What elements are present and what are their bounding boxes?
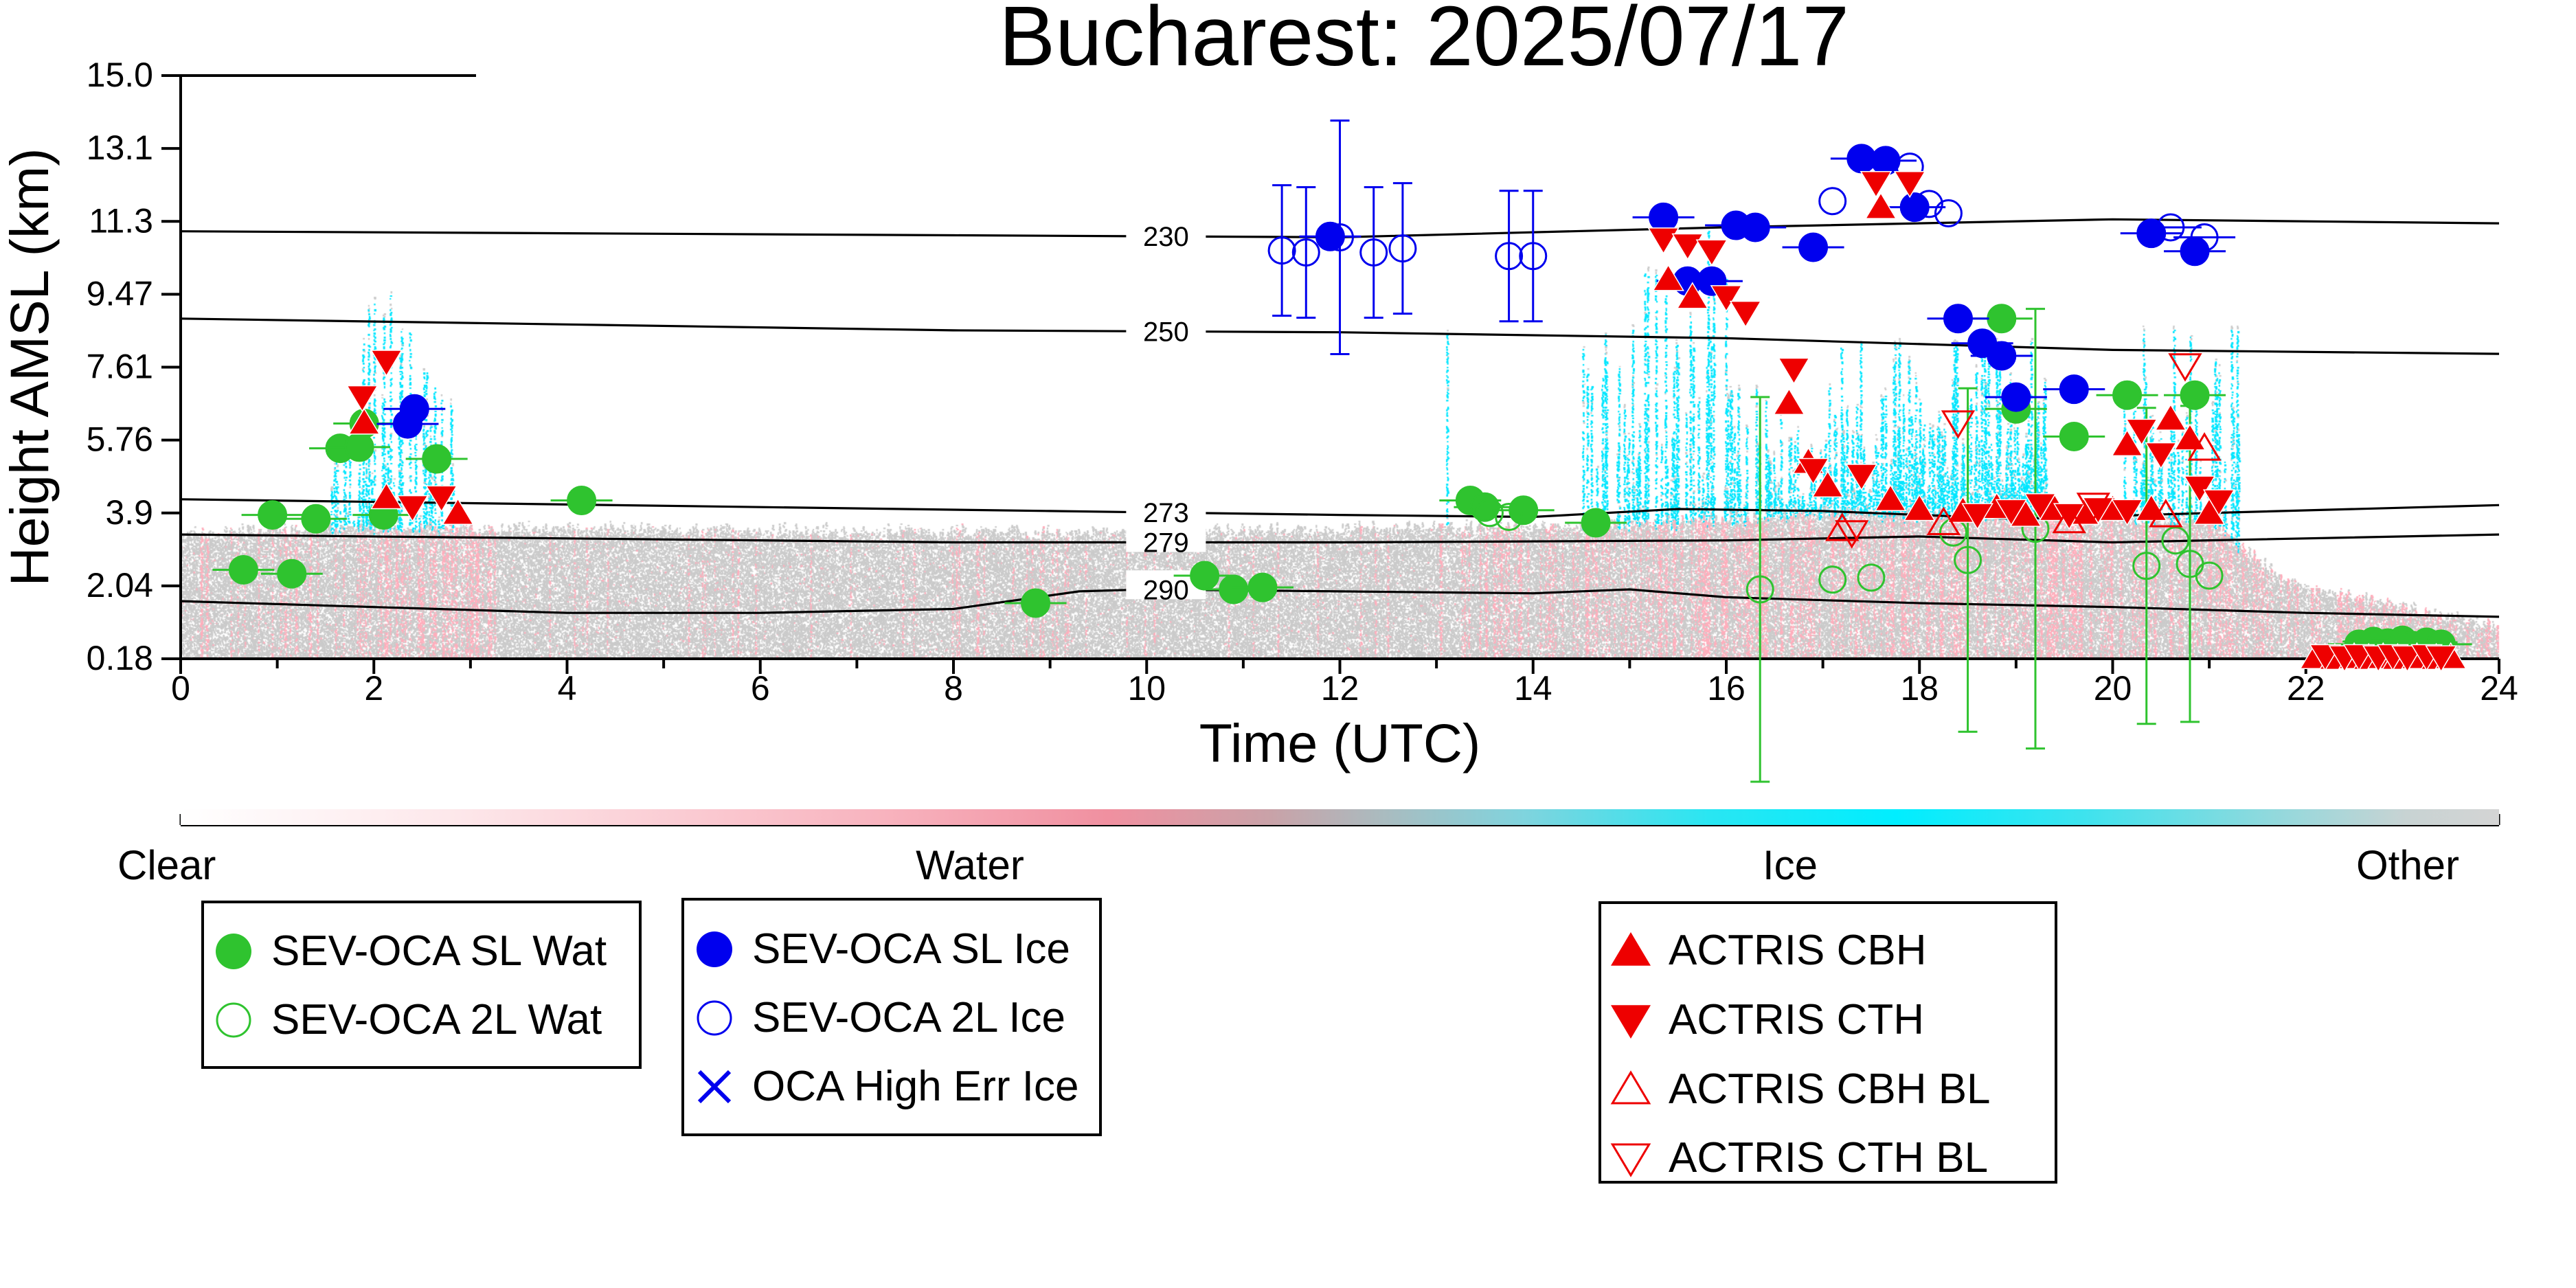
svg-text:11.3: 11.3 — [89, 201, 153, 240]
svg-text:6: 6 — [751, 669, 770, 708]
svg-text:9.47: 9.47 — [87, 274, 153, 313]
svg-text:ACTRIS CBH: ACTRIS CBH — [1669, 927, 1926, 974]
svg-text:Height AMSL (km): Height AMSL (km) — [0, 148, 60, 586]
svg-text:ACTRIS CTH: ACTRIS CTH — [1669, 996, 1924, 1043]
svg-text:SEV-OCA SL Wat: SEV-OCA SL Wat — [271, 927, 607, 975]
svg-text:24: 24 — [2480, 669, 2518, 708]
svg-text:7.61: 7.61 — [87, 348, 153, 386]
svg-text:2.04: 2.04 — [87, 566, 153, 605]
svg-text:0: 0 — [171, 669, 190, 708]
svg-text:8: 8 — [944, 669, 963, 708]
svg-text:Other: Other — [2356, 842, 2459, 888]
svg-text:ACTRIS CBH BL: ACTRIS CBH BL — [1669, 1065, 1991, 1113]
svg-text:20: 20 — [2094, 669, 2132, 708]
svg-text:SEV-OCA 2L Ice: SEV-OCA 2L Ice — [752, 994, 1065, 1041]
svg-text:279: 279 — [1143, 528, 1189, 558]
svg-text:10: 10 — [1127, 669, 1166, 708]
svg-text:14: 14 — [1514, 669, 1552, 708]
svg-text:12: 12 — [1321, 669, 1359, 708]
svg-text:ACTRIS CTH BL: ACTRIS CTH BL — [1669, 1134, 1988, 1182]
svg-text:18: 18 — [1900, 669, 1939, 708]
svg-text:22: 22 — [2287, 669, 2325, 708]
svg-text:16: 16 — [1707, 669, 1745, 708]
svg-text:Clear: Clear — [117, 842, 216, 888]
svg-text:Ice: Ice — [1763, 842, 1818, 888]
svg-text:230: 230 — [1143, 222, 1189, 252]
svg-text:5.76: 5.76 — [87, 420, 153, 459]
svg-text:Water: Water — [916, 842, 1024, 888]
svg-text:290: 290 — [1143, 575, 1189, 605]
svg-text:4: 4 — [558, 669, 577, 708]
svg-text:Bucharest: 2025/07/17: Bucharest: 2025/07/17 — [999, 0, 1849, 84]
svg-text:0.18: 0.18 — [87, 639, 153, 677]
svg-text:250: 250 — [1143, 317, 1189, 347]
svg-text:3.9: 3.9 — [105, 493, 153, 532]
svg-text:OCA High Err Ice: OCA High Err Ice — [752, 1063, 1078, 1110]
svg-text:2: 2 — [364, 669, 383, 708]
svg-text:15.0: 15.0 — [87, 56, 153, 94]
svg-text:SEV-OCA SL Ice: SEV-OCA SL Ice — [752, 925, 1070, 973]
svg-text:13.1: 13.1 — [87, 128, 153, 167]
svg-text:SEV-OCA 2L Wat: SEV-OCA 2L Wat — [271, 996, 602, 1043]
svg-text:Time (UTC): Time (UTC) — [1199, 712, 1481, 773]
